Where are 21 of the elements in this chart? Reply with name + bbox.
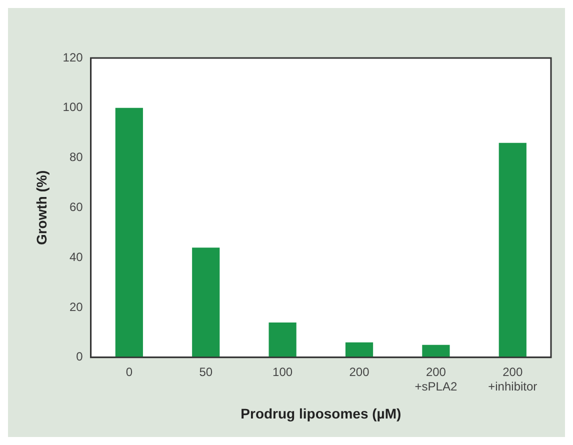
y-tick-label: 20 — [69, 300, 84, 314]
bar — [422, 344, 450, 358]
bar — [345, 342, 374, 358]
y-tick-label: 40 — [69, 250, 84, 264]
x-tick-label: 100 — [272, 364, 293, 379]
bar — [192, 248, 220, 358]
bar — [268, 322, 296, 358]
y-tick-label: 80 — [69, 150, 84, 164]
x-tick-label: 200 +sPLA2 — [414, 364, 458, 394]
bar — [115, 108, 143, 358]
y-tick-label: 60 — [69, 200, 84, 214]
x-tick-label: 50 — [199, 364, 213, 379]
y-tick-label: 0 — [76, 350, 84, 364]
x-tick-label: 200 — [349, 364, 370, 379]
y-axis-title: Growth (%) — [33, 170, 50, 246]
x-axis-title: Prodrug liposomes (µM) — [240, 405, 402, 422]
y-tick-label: 100 — [62, 100, 84, 114]
x-tick-label: 200 +inhibitor — [488, 364, 538, 394]
y-tick-label: 120 — [62, 50, 84, 64]
bar — [498, 142, 526, 358]
x-tick-label: 0 — [126, 364, 133, 379]
